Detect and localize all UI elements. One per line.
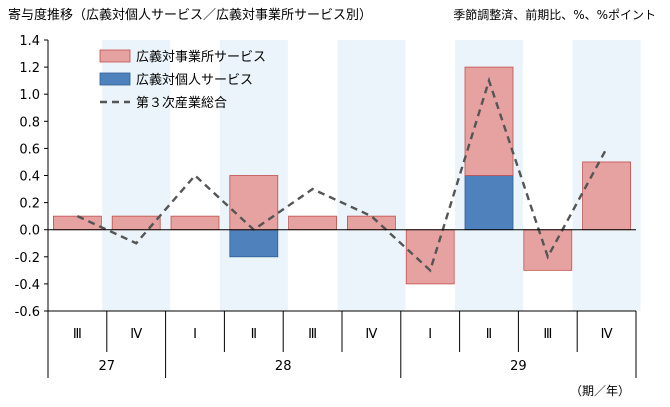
bar-business-services (464, 66, 514, 176)
bar-business-services (582, 161, 631, 231)
x-quarter-label: Ⅲ (73, 327, 82, 342)
x-quarter-label: Ⅳ (130, 327, 142, 342)
chart-title: 寄与度推移（広義対個人サービス／広義対事業所サービス別） (8, 8, 373, 23)
legend-label: 広義対事業所サービス (136, 49, 266, 65)
bar-business-services (346, 215, 396, 231)
bar-business-services (111, 215, 161, 231)
x-quarter-label: Ⅳ (365, 327, 377, 342)
line-tertiary-industry-total (76, 76, 608, 273)
y-tick-label: 1.2 (19, 61, 40, 76)
y-tick-label: 0.0 (19, 224, 40, 239)
legend-label: 第３次産業総合 (136, 95, 227, 111)
y-tick-label: 0.2 (19, 197, 40, 212)
x-axis-label-group: Ⅲ Ⅳ Ⅰ Ⅱ Ⅲ Ⅳ Ⅰ Ⅱ Ⅲ Ⅳ 27 28 29 （期／年） (47, 311, 637, 398)
shaded-column (337, 40, 406, 311)
x-quarter-label: Ⅲ (543, 327, 552, 342)
x-quarter-label: Ⅳ (601, 327, 613, 342)
bar-business-services (170, 215, 220, 231)
y-tick-label: -0.2 (15, 251, 40, 266)
line-series-group (76, 76, 608, 273)
y-tick-label: 0.8 (19, 115, 40, 130)
y-tick-label: 1.0 (19, 88, 40, 103)
legend-swatch (99, 49, 131, 63)
x-year-label: 29 (510, 359, 527, 374)
x-quarter-label: Ⅰ (193, 327, 197, 342)
y-tick-label: 1.4 (19, 34, 40, 49)
y-tick-label: -0.6 (15, 305, 40, 320)
bar-business-services (405, 229, 455, 285)
y-tick-label: 0.4 (19, 170, 40, 185)
chart-unit-note: 季節調整済、前期比、%、%ポイント (453, 8, 656, 22)
x-year-label: 28 (275, 359, 292, 374)
x-year-label: 27 (99, 359, 116, 374)
y-tick-label: 0.6 (19, 142, 40, 157)
bar-business-services (229, 175, 279, 231)
x-quarter-label: Ⅲ (308, 327, 317, 342)
x-quarter-label: Ⅱ (251, 327, 257, 342)
bar-business-services (523, 229, 573, 271)
y-axis-tick-group: 1.4 1.2 1.0 0.8 0.6 0.4 0.2 0.0 -0.2 -0.4 -0.6 (15, 34, 48, 320)
bar-personal-services (464, 175, 514, 231)
y-tick-label: -0.4 (15, 278, 40, 293)
legend-swatch (99, 72, 131, 86)
bar-business-services (288, 215, 338, 231)
x-axis-unit-label: （期／年） (570, 384, 630, 398)
legend-label: 広義対個人サービス (136, 72, 253, 88)
x-quarter-label: Ⅱ (486, 327, 492, 342)
bar-personal-services (229, 229, 279, 258)
x-quarter-label: Ⅰ (428, 327, 432, 342)
